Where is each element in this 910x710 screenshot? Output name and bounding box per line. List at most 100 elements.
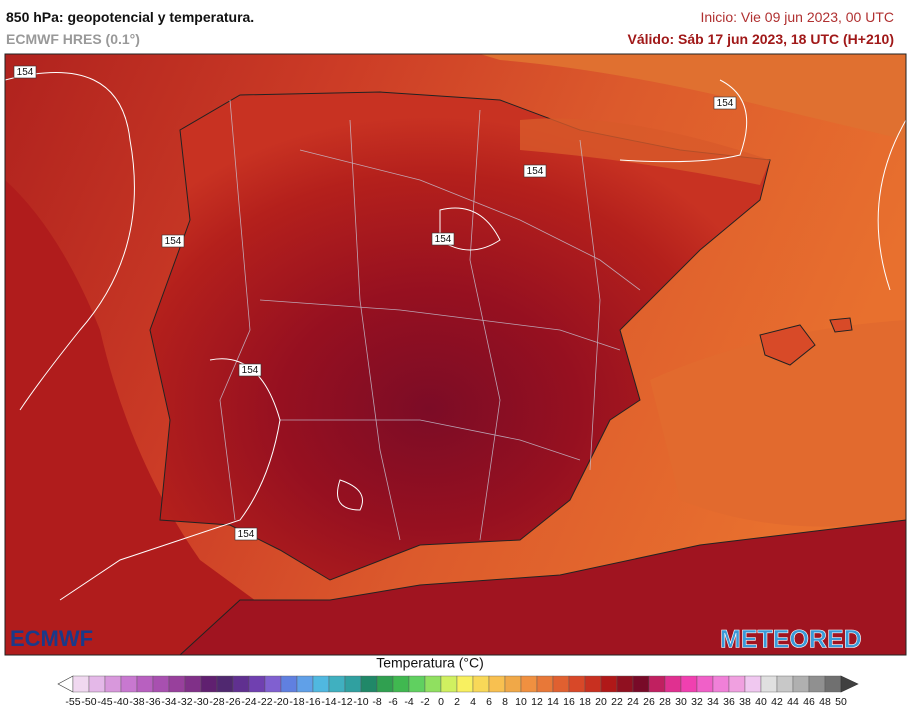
contour-label: 154 xyxy=(527,166,544,177)
contour-label-box xyxy=(713,96,737,110)
colorbar-tick-label: 50 xyxy=(835,696,847,708)
colorbar-tick-label: -40 xyxy=(113,696,128,708)
init-time: Inicio: Vie 09 jun 2023, 00 UTC xyxy=(700,9,894,25)
colorbar-box xyxy=(88,675,106,693)
colorbar-box xyxy=(120,675,138,693)
colorbar-box xyxy=(648,675,666,693)
colorbar-box xyxy=(72,675,90,693)
colorbar-box xyxy=(184,675,202,693)
contour-label: 154 xyxy=(17,67,34,78)
contour-label: 154 xyxy=(435,234,452,245)
colorbar-box xyxy=(584,675,602,693)
colorbar-tick-label: 28 xyxy=(659,696,671,708)
colorbar-box xyxy=(536,675,554,693)
colorbar-tick-label: 32 xyxy=(691,696,703,708)
colorbar-tick-label: 18 xyxy=(579,696,591,708)
contour-label: 154 xyxy=(717,98,734,109)
colorbar-arrow-left xyxy=(57,675,74,693)
colorbar-tick-label: -22 xyxy=(257,696,272,708)
colorbar-box xyxy=(456,675,474,693)
colorbar-tick-label: 8 xyxy=(502,696,508,708)
map-area xyxy=(5,54,906,655)
colorbar-box xyxy=(232,675,250,693)
contour-label: 154 xyxy=(238,529,255,540)
colorbar-box xyxy=(104,675,122,693)
colorbar-box xyxy=(552,675,570,693)
colorbar-tick-label: -38 xyxy=(129,696,144,708)
colorbar-tick-label: -32 xyxy=(177,696,192,708)
colorbar-box xyxy=(376,675,394,693)
colorbar-tick-label: -8 xyxy=(372,696,381,708)
colorbar-box xyxy=(504,675,522,693)
colorbar-box xyxy=(296,675,314,693)
colorbar-box xyxy=(616,675,634,693)
colorbar-title: Temperatura (°C) xyxy=(376,655,484,671)
colorbar-box xyxy=(792,675,810,693)
colorbar-tick-label: -28 xyxy=(209,696,224,708)
colorbar-box xyxy=(488,675,506,693)
colorbar-tick-label: 40 xyxy=(755,696,767,708)
colorbar-tick-label: 22 xyxy=(611,696,623,708)
colorbar-tick-label: -16 xyxy=(305,696,320,708)
colorbar-tick-label: 30 xyxy=(675,696,687,708)
colorbar-tick-label: 12 xyxy=(531,696,543,708)
colorbar-box xyxy=(824,675,842,693)
colorbar-box xyxy=(744,675,762,693)
colorbar-tick-label: -14 xyxy=(321,696,336,708)
colorbar-box xyxy=(216,675,234,693)
colorbar-tick-label: -34 xyxy=(161,696,176,708)
colorbar-box xyxy=(472,675,490,693)
colorbar-tick-label: 42 xyxy=(771,696,783,708)
colorbar-box xyxy=(712,675,730,693)
colorbar-box xyxy=(344,675,362,693)
colorbar-box xyxy=(728,675,746,693)
colorbar-box xyxy=(392,675,410,693)
colorbar-tick-label: -18 xyxy=(289,696,304,708)
colorbar-box xyxy=(136,675,154,693)
colorbar-tick-label: 46 xyxy=(803,696,815,708)
colorbar-box xyxy=(808,675,826,693)
colorbar-box xyxy=(152,675,170,693)
colorbar-tick-label: -26 xyxy=(225,696,240,708)
colorbar-box xyxy=(760,675,778,693)
colorbar-box xyxy=(264,675,282,693)
colorbar-tick-label: -55 xyxy=(65,696,80,708)
colorbar-box xyxy=(600,675,618,693)
colorbar-box xyxy=(408,675,426,693)
colorbar-tick-label: 38 xyxy=(739,696,751,708)
colorbar-box xyxy=(424,675,442,693)
colorbar-tick-label: -10 xyxy=(353,696,368,708)
colorbar-tick-label: -12 xyxy=(337,696,352,708)
contour-label-box xyxy=(161,234,185,248)
colorbar-box xyxy=(200,675,218,693)
contour-label-box xyxy=(238,363,262,377)
colorbar-box xyxy=(328,675,346,693)
colorbar-box xyxy=(776,675,794,693)
colorbar-box xyxy=(248,675,266,693)
colorbar-box xyxy=(680,675,698,693)
contour-label-box xyxy=(523,164,547,178)
colorbar-tick-label: 2 xyxy=(454,696,460,708)
colorbar-tick-label: -45 xyxy=(97,696,112,708)
colorbar-tick-label: -50 xyxy=(81,696,96,708)
colorbar-tick-label: 48 xyxy=(819,696,831,708)
contour-label-box xyxy=(13,65,37,79)
logo-ecmwf: ECMWF xyxy=(10,626,93,651)
colorbar-box xyxy=(664,675,682,693)
contour-label-box xyxy=(431,232,455,246)
title: 850 hPa: geopotencial y temperatura. xyxy=(6,9,255,25)
colorbar-tick-label: 36 xyxy=(723,696,735,708)
colorbar-tick-label: -4 xyxy=(404,696,413,708)
colorbar-tick-label: -30 xyxy=(193,696,208,708)
colorbar-tick-label: 4 xyxy=(470,696,476,708)
colorbar-tick-label: -24 xyxy=(241,696,256,708)
colorbar-box xyxy=(280,675,298,693)
colorbar-tick-label: 6 xyxy=(486,696,492,708)
colorbar-box xyxy=(312,675,330,693)
colorbar-box xyxy=(696,675,714,693)
contour-label-box xyxy=(234,527,258,541)
colorbar-tick-label: 0 xyxy=(438,696,444,708)
colorbar-tick-label: 14 xyxy=(547,696,559,708)
colorbar-tick-label: 26 xyxy=(643,696,655,708)
colorbar-tick-label: -20 xyxy=(273,696,288,708)
